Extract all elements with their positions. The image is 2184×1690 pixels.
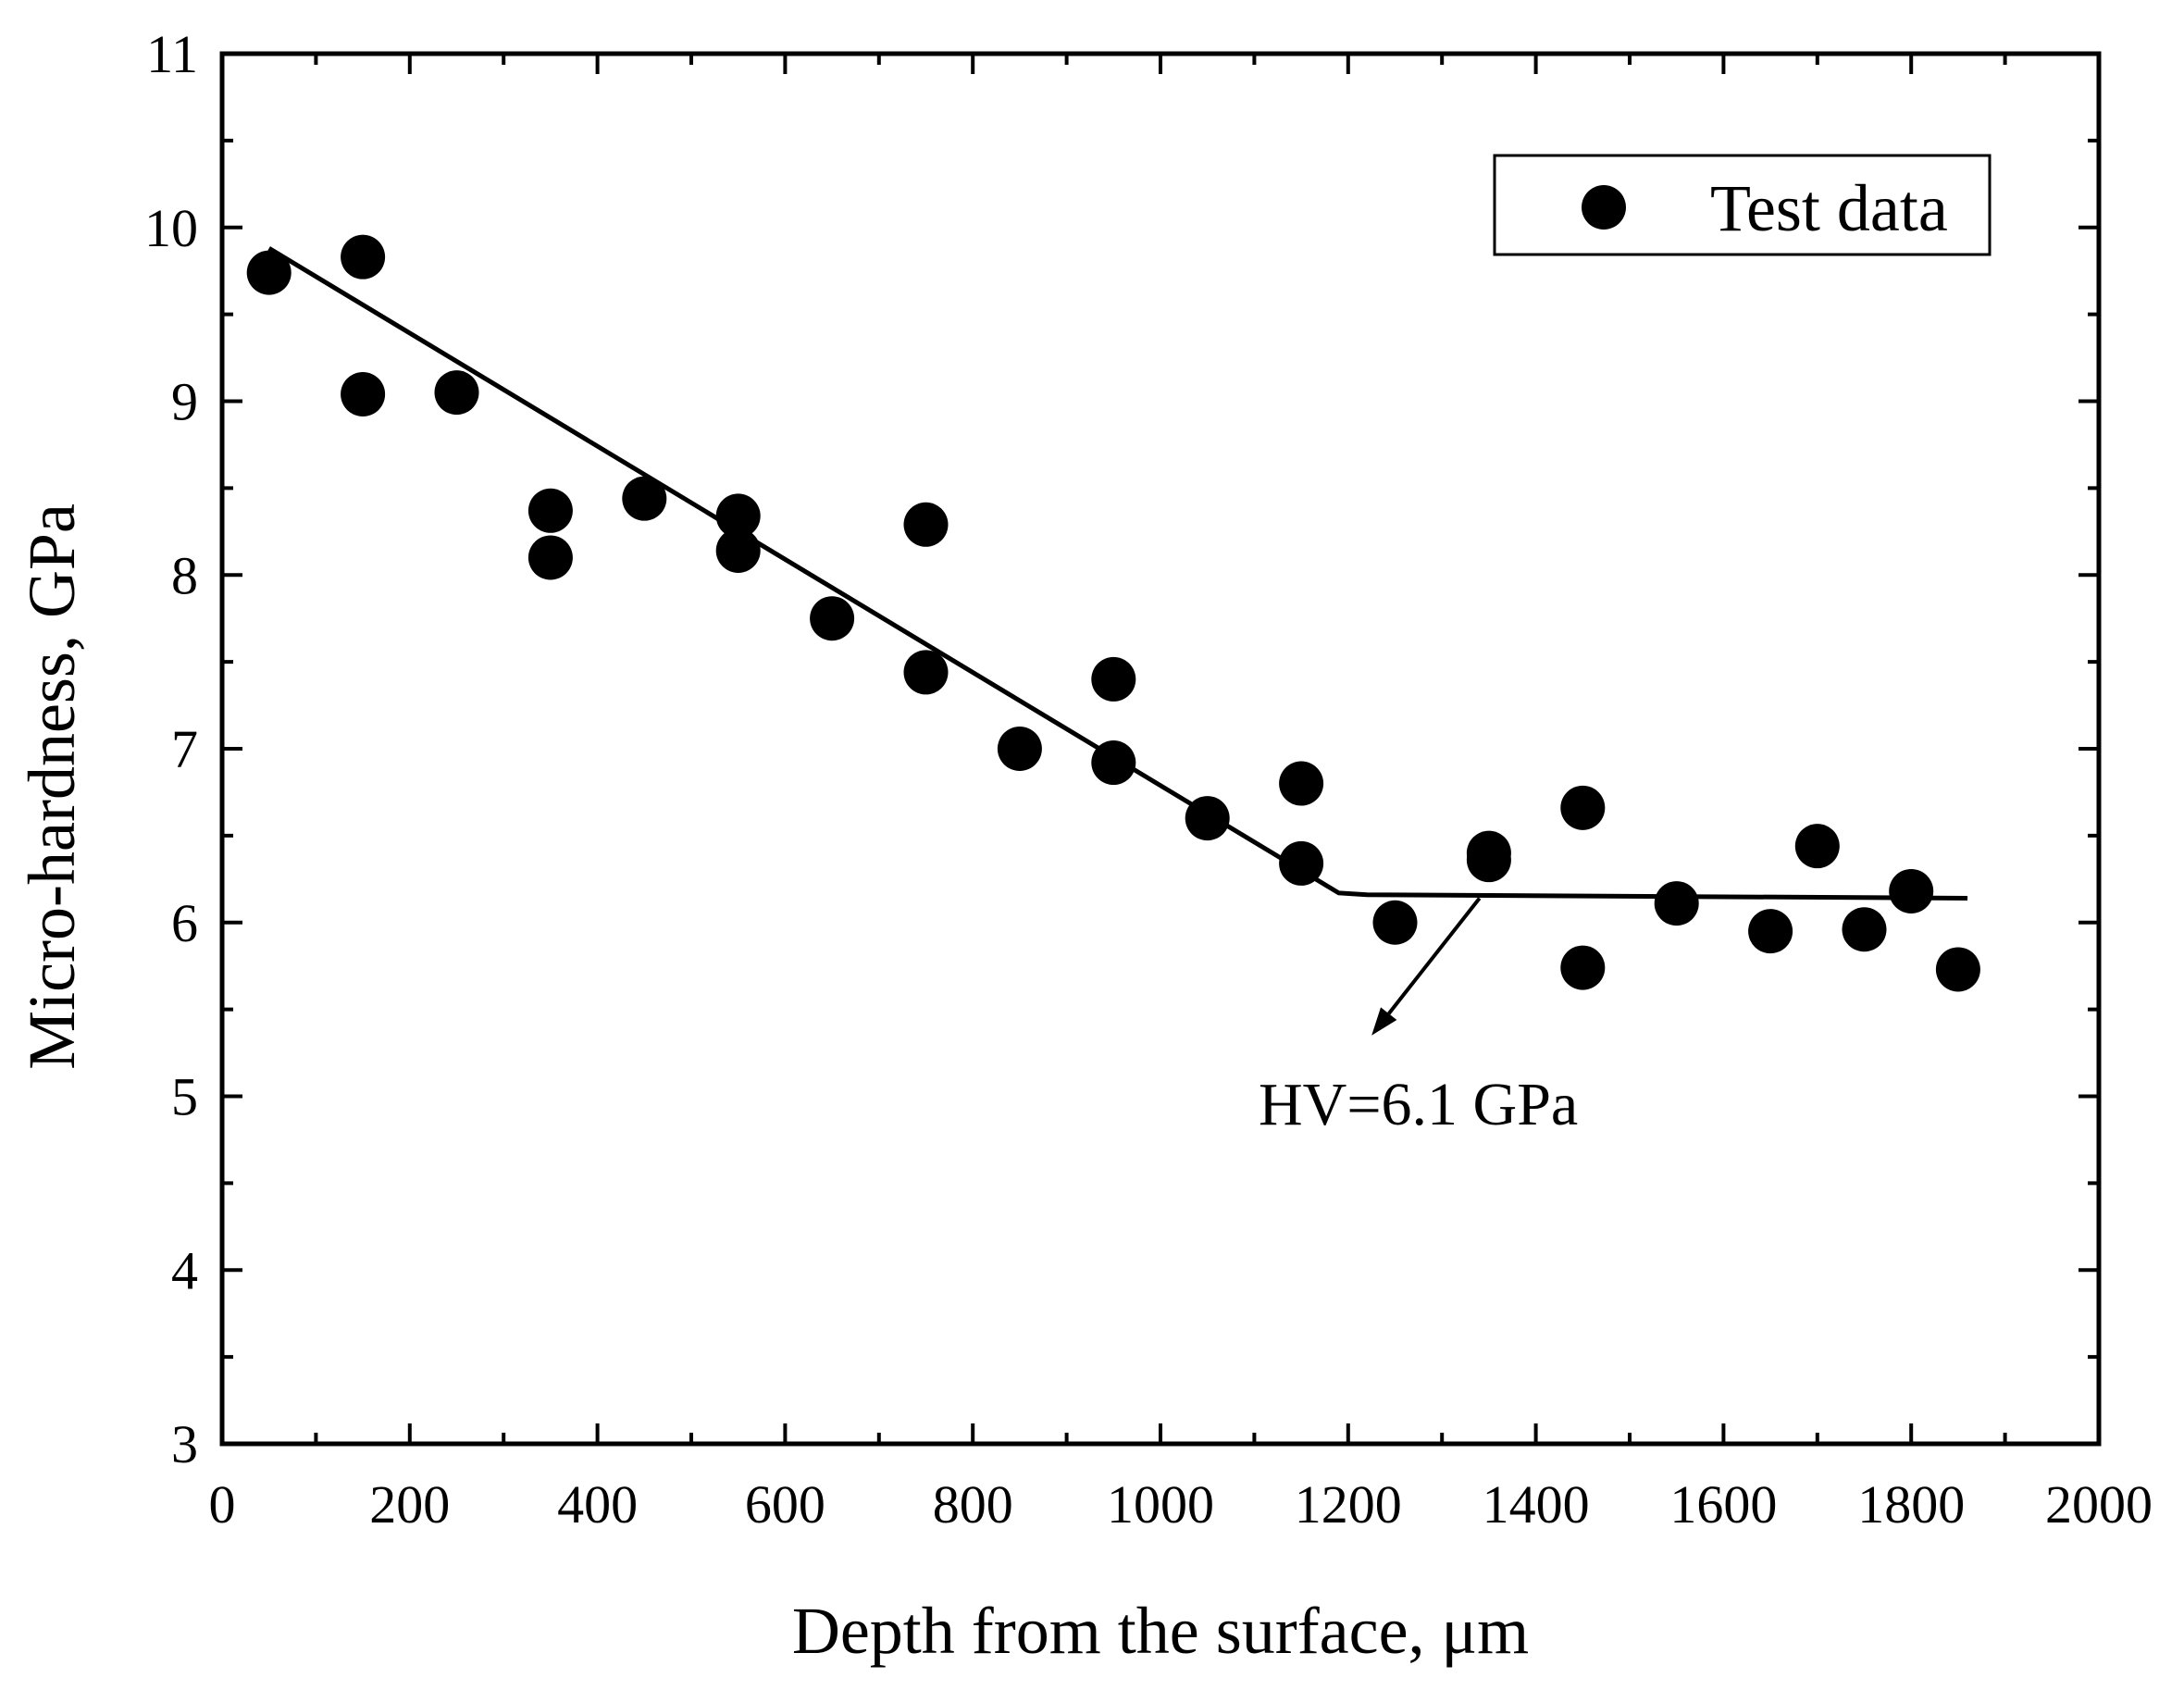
data-point xyxy=(903,502,949,547)
data-point xyxy=(903,650,949,695)
fit-line xyxy=(267,246,1968,901)
x-tick-label: 1400 xyxy=(1483,1474,1590,1535)
data-point xyxy=(622,476,667,521)
annotation-arrow-head xyxy=(1371,1007,1397,1036)
data-point xyxy=(1889,868,1934,913)
data-point xyxy=(1842,907,1887,952)
data-point xyxy=(715,528,761,573)
data-point xyxy=(1466,838,1511,883)
axis-ticks xyxy=(220,52,2101,1446)
x-tick-label: 1800 xyxy=(1857,1474,1965,1535)
data-point xyxy=(1185,796,1230,841)
y-axis-title: Micro-hardness, GPa xyxy=(15,503,89,1070)
data-point xyxy=(341,371,386,416)
x-tick-label: 800 xyxy=(933,1474,1013,1535)
legend-marker xyxy=(1582,185,1626,230)
x-tick-label: 1200 xyxy=(1295,1474,1402,1535)
x-tick-label: 1600 xyxy=(1669,1474,1777,1535)
y-tick-label: 9 xyxy=(171,372,198,432)
x-tick-label: 2000 xyxy=(2045,1474,2153,1535)
data-point xyxy=(1091,656,1136,702)
y-tick-label: 11 xyxy=(146,24,198,84)
data-point xyxy=(1279,840,1324,886)
annotation-label: HV=6.1 GPa xyxy=(1259,1071,1578,1138)
plot-frame xyxy=(219,51,2102,1447)
annotation-arrow-line xyxy=(1387,897,1482,1015)
annotation: HV=6.1 GPa xyxy=(1259,897,1578,1138)
x-tick-label: 1000 xyxy=(1107,1474,1214,1535)
data-point xyxy=(715,493,761,539)
data-point xyxy=(527,535,573,580)
x-axis-title: Depth from the surface, μm xyxy=(792,1594,1529,1668)
data-point xyxy=(1560,785,1606,830)
x-tick-labels: 0 200 400 600 800 1000 1200 1400 1600 1800 2000 xyxy=(209,1474,2153,1535)
data-point xyxy=(1372,900,1418,945)
y-tick-label: 4 xyxy=(171,1240,198,1300)
x-tick-label: 0 xyxy=(209,1474,236,1535)
data-point xyxy=(434,370,479,416)
data-point xyxy=(997,727,1042,771)
y-tick-label: 5 xyxy=(171,1067,198,1127)
data-point xyxy=(1279,761,1324,806)
data-point xyxy=(1560,945,1606,990)
y-tick-label: 10 xyxy=(144,198,198,258)
x-tick-label: 600 xyxy=(745,1474,825,1535)
data-point xyxy=(1748,909,1793,954)
y-tick-label: 6 xyxy=(171,893,198,953)
y-tick-labels: 3 4 5 6 7 8 9 10 11 xyxy=(144,24,198,1474)
legend-box xyxy=(1493,154,1992,256)
data-point xyxy=(1091,740,1136,786)
legend-label: Test data xyxy=(1710,171,1948,245)
x-tick-label: 400 xyxy=(557,1474,638,1535)
data-points xyxy=(246,234,1980,992)
data-point xyxy=(1935,947,1980,992)
data-point xyxy=(527,488,573,533)
data-point xyxy=(246,250,292,295)
x-tick-label: 200 xyxy=(369,1474,450,1535)
legend: Test data xyxy=(1493,154,1992,256)
data-point xyxy=(1794,824,1840,869)
data-point xyxy=(810,596,855,641)
data-point xyxy=(1654,881,1699,926)
y-tick-label: 3 xyxy=(171,1414,198,1474)
data-point xyxy=(341,234,386,280)
y-tick-label: 8 xyxy=(171,545,198,605)
y-tick-label: 7 xyxy=(171,719,198,779)
